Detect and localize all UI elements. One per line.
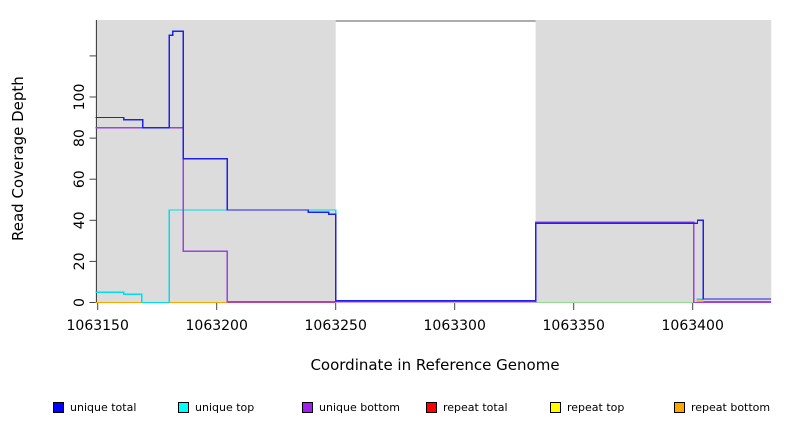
x-tick-label: 1063300 (424, 318, 486, 334)
y-tick-label: 100 (72, 84, 88, 111)
shaded-region (95, 20, 336, 303)
legend-swatch-unique-total (53, 401, 64, 413)
series-unique-bottom (95, 127, 772, 304)
y-tick-label: 20 (72, 252, 88, 270)
legend: unique total unique top unique bottom re… (0, 399, 792, 419)
y-tick-label: 80 (72, 129, 88, 147)
legend-swatch-repeat-bottom (674, 401, 685, 413)
x-tick-label: 1063250 (305, 318, 367, 334)
legend-item-repeat-total: repeat total (426, 399, 508, 415)
shaded-region (535, 20, 772, 303)
legend-swatch-repeat-total (426, 401, 437, 413)
y-tick-label: 60 (72, 170, 88, 188)
x-axis-title: Coordinate in Reference Genome (310, 356, 560, 374)
series-unique-total (95, 30, 772, 302)
x-tick-label: 1063350 (543, 318, 605, 334)
x-tick-label: 1063150 (67, 318, 129, 334)
legend-swatch-unique-bottom (302, 401, 313, 413)
legend-item-repeat-bottom: repeat bottom (674, 399, 770, 415)
y-axis-title: Read Coverage Depth (9, 76, 27, 241)
y-tick-label: 0 (72, 298, 88, 307)
y-tick-label: 40 (72, 211, 88, 229)
legend-item-unique-total: unique total (53, 399, 136, 415)
legend-swatch-repeat-top (550, 401, 561, 413)
plot-area: 0 20 40 60 80 100 1063150 1063200 1063250 1063300… (67, 20, 772, 334)
legend-swatch-unique-top (178, 401, 189, 413)
x-tick-label: 1063400 (662, 318, 724, 334)
legend-item-repeat-top: repeat top (550, 399, 624, 415)
legend-item-unique-bottom: unique bottom (302, 399, 400, 415)
x-tick-label: 1063200 (186, 318, 248, 334)
legend-item-unique-top: unique top (178, 399, 254, 415)
